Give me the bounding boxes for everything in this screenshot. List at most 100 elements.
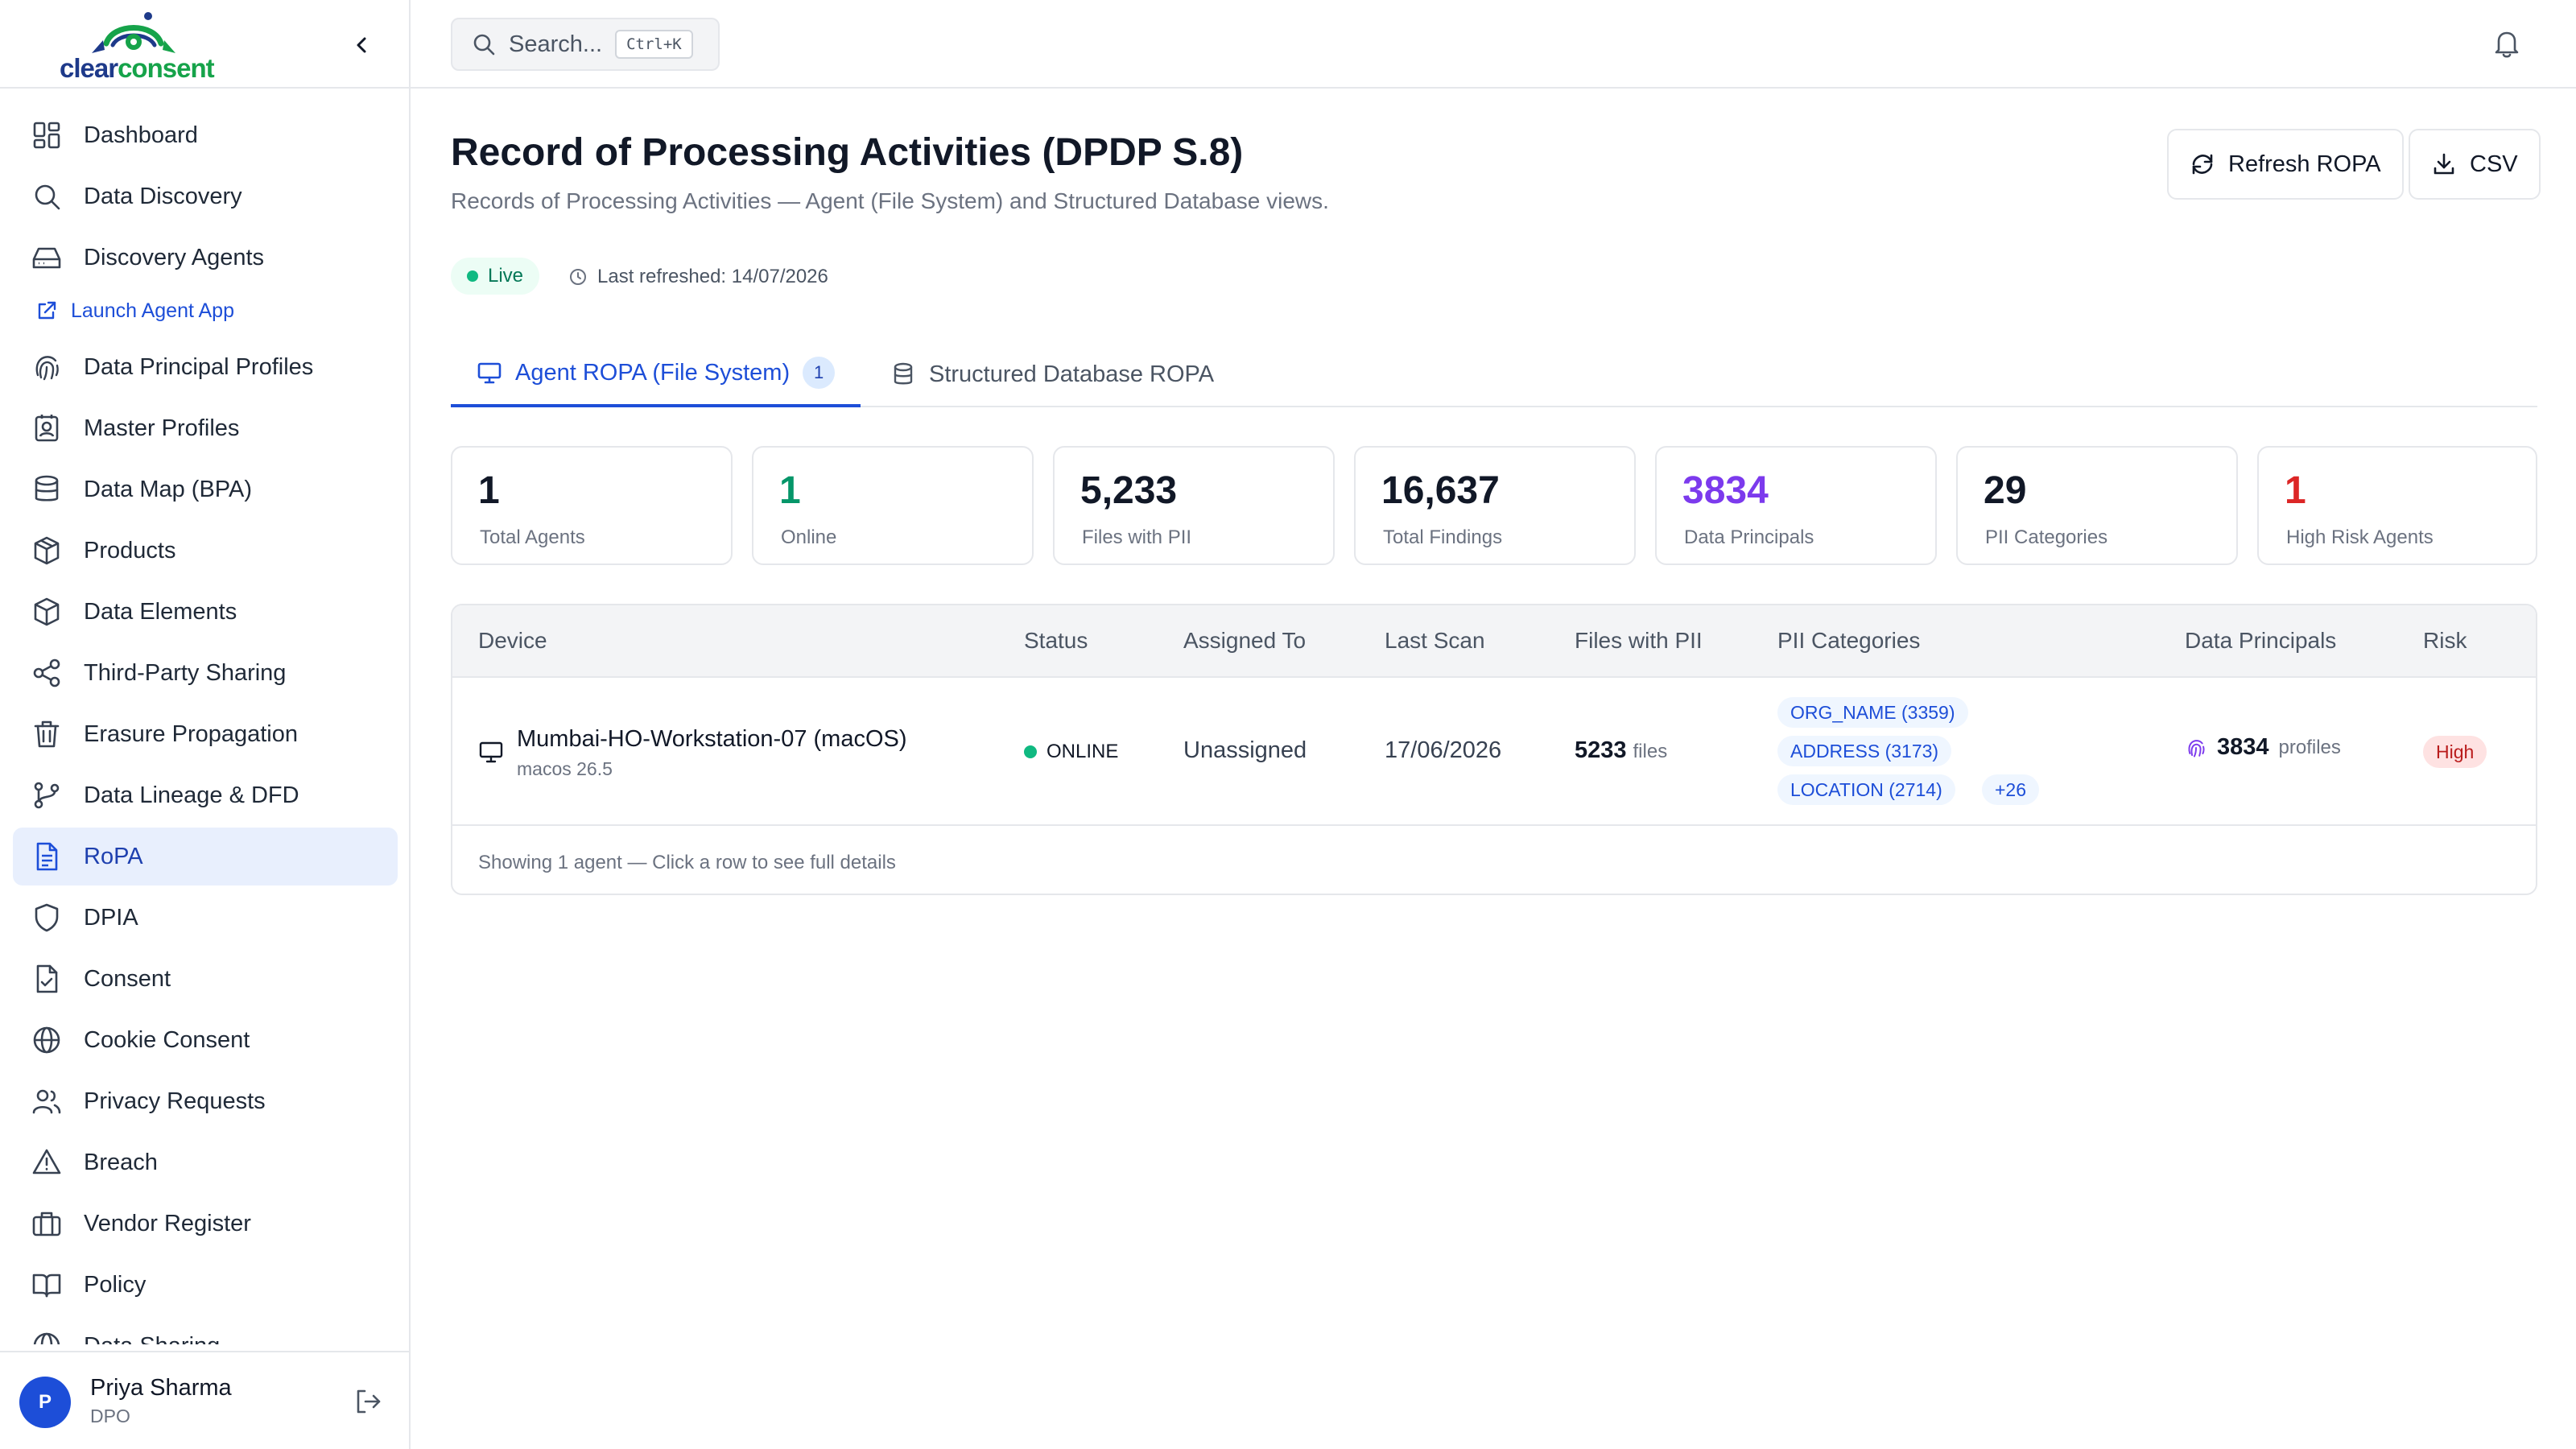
sidebar-item-label: Products [84, 537, 176, 564]
sidebar-item-dashboard[interactable]: Dashboard [13, 106, 398, 164]
column-header-assigned-to[interactable]: Assigned To [1183, 628, 1307, 653]
search-input[interactable]: Search... Ctrl+K [451, 18, 720, 71]
sidebar-item-label: Master Profiles [84, 415, 240, 441]
clearconsent-logo[interactable]: clearconsent [60, 8, 215, 82]
stat-value: 16,637 [1381, 469, 1500, 512]
sidebar-item-discovery-agents[interactable]: Discovery Agents [13, 229, 398, 287]
column-header-pii-categories[interactable]: PII Categories [1777, 628, 1921, 653]
stat-value: 5,233 [1080, 469, 1178, 512]
chevron-left-icon[interactable] [348, 31, 377, 60]
avatar[interactable]: P [19, 1377, 71, 1428]
online-status-dot [1024, 745, 1037, 758]
sidebar-item-data-principal-profiles[interactable]: Data Principal Profiles [13, 338, 398, 396]
sidebar-item-data-discovery[interactable]: Data Discovery [13, 167, 398, 225]
stat-card-files-with-pii: 5,233 Files with PII [1053, 446, 1335, 565]
logo-mark-icon [92, 12, 175, 53]
sidebar-item-label: Data Lineage & DFD [84, 782, 299, 808]
column-header-files-with-pii[interactable]: Files with PII [1575, 628, 1703, 653]
stat-value: 3834 [1682, 469, 1769, 512]
monitor-icon [477, 362, 502, 384]
dashboard-icon [33, 122, 60, 149]
sidebar-item-label: Data Discovery [84, 183, 242, 209]
logout-icon[interactable] [353, 1386, 383, 1417]
sidebar: clearconsent Dashboard Data Discovery Di… [0, 0, 411, 1449]
warning-icon [32, 1149, 61, 1174]
principals-count: 3834 [2217, 734, 2269, 760]
sidebar-item-label: Third-Party Sharing [84, 659, 287, 686]
sidebar-item-cookie-consent[interactable]: Cookie Consent [13, 1011, 398, 1069]
refresh-ropa-button[interactable]: Refresh ROPA [2167, 129, 2404, 200]
device-name: Mumbai-HO-Workstation-07 (macOS) [517, 726, 907, 752]
principals-unit: profiles [2278, 736, 2341, 758]
user-role: DPO [90, 1406, 130, 1426]
shield-icon [35, 903, 59, 932]
column-header-device[interactable]: Device [478, 628, 547, 653]
bell-icon[interactable] [2491, 27, 2523, 60]
sidebar-item-vendor-register[interactable]: Vendor Register [13, 1195, 398, 1253]
fingerprint-icon [2188, 739, 2205, 757]
sidebar-item-dpia[interactable]: DPIA [13, 889, 398, 947]
stat-card-high-risk-agents: 1 High Risk Agents [2257, 446, 2537, 565]
sidebar-item-products[interactable]: Products [13, 522, 398, 580]
sidebar-item-ropa[interactable]: RoPA [13, 828, 398, 886]
sidebar-item-label: Consent [84, 965, 171, 992]
table-row[interactable]: Mumbai-HO-Workstation-07 (macOS) macos 2… [452, 678, 2536, 826]
ropa-tabs: Agent ROPA (File System) 1 Structured Da… [451, 341, 2537, 407]
pii-more-chip[interactable]: +26 [1982, 774, 2040, 805]
column-header-status[interactable]: Status [1024, 628, 1088, 653]
csv-export-button[interactable]: CSV [2409, 129, 2541, 200]
top-bar: Search... Ctrl+K [411, 0, 2576, 89]
sidebar-item-label: DPIA [84, 904, 138, 931]
database-icon [894, 362, 913, 385]
tab-structured-database-ropa[interactable]: Structured Database ROPA [865, 341, 1240, 407]
stat-label: PII Categories [1985, 526, 2108, 548]
stat-card-total-findings: 16,637 Total Findings [1354, 446, 1636, 565]
contact-card-icon [35, 415, 59, 442]
file-check-icon [36, 964, 58, 993]
download-icon [2434, 153, 2454, 175]
book-icon [32, 1274, 61, 1298]
launch-agent-app-link[interactable]: Launch Agent App [35, 295, 234, 327]
stat-card-pii-categories: 29 PII Categories [1956, 446, 2238, 565]
main-content: Record of Processing Activities (DPDP S.… [451, 89, 2541, 1449]
sidebar-item-label: Erasure Propagation [84, 720, 298, 747]
share-icon [33, 658, 60, 687]
column-header-data-principals[interactable]: Data Principals [2185, 628, 2337, 653]
csv-export-label: CSV [2470, 151, 2518, 177]
sidebar-item-data-elements[interactable]: Data Elements [13, 583, 398, 641]
user-name: Priya Sharma [90, 1375, 232, 1401]
sidebar-item-master-profiles[interactable]: Master Profiles [13, 399, 398, 457]
briefcase-icon [32, 1212, 61, 1236]
files-with-pii: 5233 files [1575, 737, 1667, 764]
stat-label: Files with PII [1082, 526, 1192, 548]
sidebar-item-policy[interactable]: Policy [13, 1256, 398, 1314]
package-icon [34, 536, 60, 565]
live-label: Live [488, 265, 524, 287]
column-header-risk[interactable]: Risk [2423, 628, 2467, 653]
sidebar-item-label: Policy [84, 1271, 147, 1298]
column-header-last-scan[interactable]: Last Scan [1385, 628, 1485, 653]
users-icon [32, 1089, 61, 1114]
sidebar-item-breach[interactable]: Breach [13, 1133, 398, 1191]
search-icon [35, 184, 60, 210]
sidebar-item-label: Data Map (BPA) [84, 476, 252, 502]
external-link-icon [38, 301, 56, 320]
files-unit: files [1633, 741, 1668, 762]
sidebar-item-data-lineage[interactable]: Data Lineage & DFD [13, 766, 398, 824]
sidebar-item-erasure-propagation[interactable]: Erasure Propagation [13, 705, 398, 763]
stat-card-online: 1 Online [752, 446, 1034, 565]
trash-icon [34, 720, 60, 748]
sidebar-item-third-party-sharing[interactable]: Third-Party Sharing [13, 644, 398, 702]
sidebar-item-data-sharing[interactable]: Data Sharing [13, 1317, 398, 1344]
last-scan: 17/06/2026 [1385, 737, 1502, 763]
stat-card-total-agents: 1 Total Agents [451, 446, 733, 565]
sidebar-item-consent[interactable]: Consent [13, 950, 398, 1008]
refresh-icon [2192, 154, 2213, 175]
tab-agent-ropa[interactable]: Agent ROPA (File System) 1 [451, 341, 861, 407]
assigned-to: Unassigned [1183, 737, 1307, 763]
files-count: 5233 [1575, 737, 1627, 763]
sidebar-item-privacy-requests[interactable]: Privacy Requests [13, 1072, 398, 1130]
search-shortcut: Ctrl+K [615, 30, 693, 59]
sidebar-item-data-map[interactable]: Data Map (BPA) [13, 460, 398, 518]
device-status: ONLINE [1024, 741, 1118, 763]
